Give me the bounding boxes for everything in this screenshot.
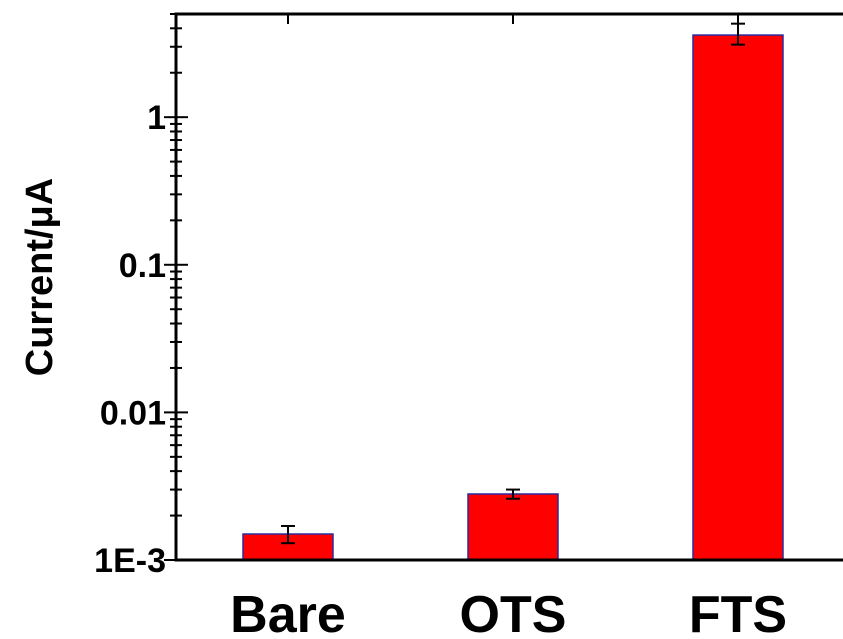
y-tick-label: 1E-3 xyxy=(94,542,166,580)
x-category-label: OTS xyxy=(460,586,567,639)
y-axis-title: Current/μA xyxy=(19,178,61,376)
x-axis-labels: Bare OTS FTS xyxy=(230,586,787,639)
plot-frame xyxy=(174,12,843,562)
bar-fts xyxy=(692,34,784,561)
x-category-label: FTS xyxy=(689,586,787,639)
y-tick-label: 0.01 xyxy=(100,394,166,432)
y-axis-tick-labels: 1E-3 0.01 0.1 1 xyxy=(94,99,166,580)
y-tick-label: 1 xyxy=(147,99,166,137)
error-bars xyxy=(281,22,745,545)
y-tick-label: 0.1 xyxy=(119,247,166,285)
x-category-label: Bare xyxy=(230,586,346,639)
bars xyxy=(242,14,784,561)
bar-ots xyxy=(467,493,559,561)
